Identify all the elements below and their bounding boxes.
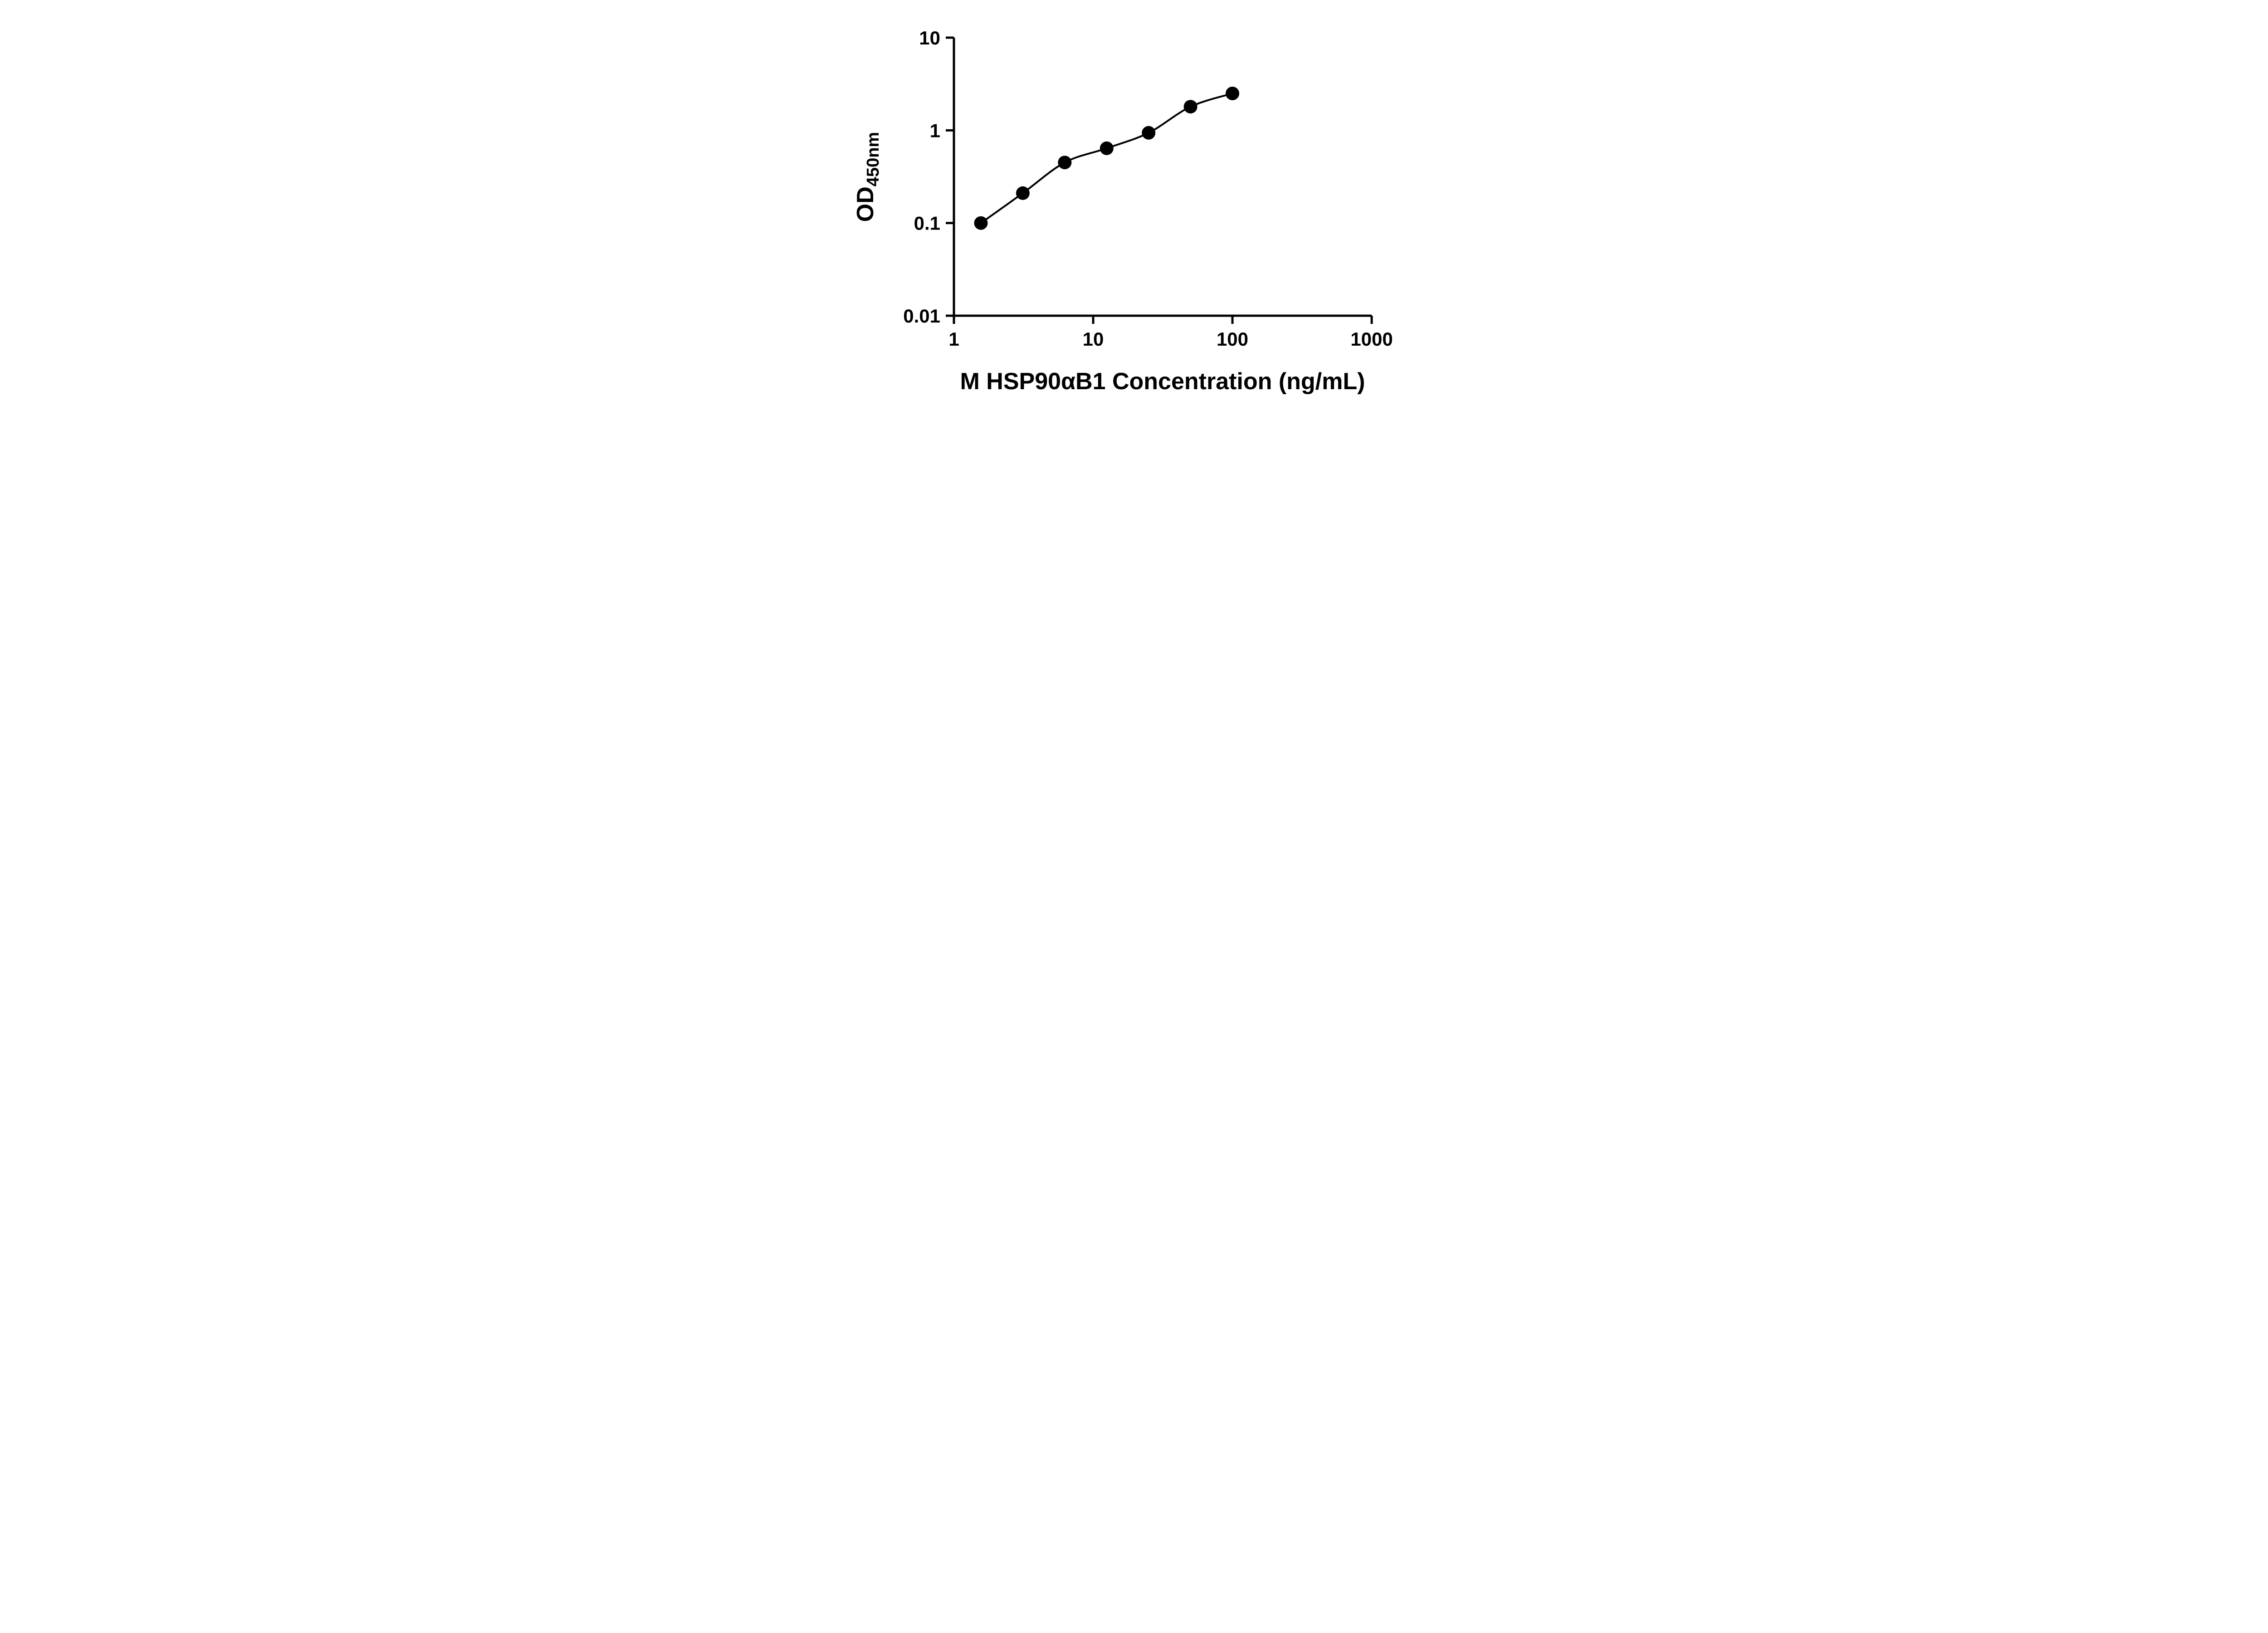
y-axis-title: OD450nm — [852, 132, 883, 222]
y-axis-title-main: OD — [852, 186, 879, 222]
data-point — [1016, 186, 1030, 200]
x-tick-label: 1 — [948, 328, 959, 350]
data-point — [1142, 126, 1156, 140]
data-layer — [974, 87, 1239, 230]
x-tick-label: 10 — [1083, 328, 1104, 350]
x-tick-label: 100 — [1217, 328, 1248, 350]
axes-layer: 1 10 100 1000 0.01 0.1 1 10 — [903, 27, 1393, 350]
x-tick-label: 1000 — [1350, 328, 1393, 350]
elisa-standard-curve-figure: 1 10 100 1000 0.01 0.1 1 10 M HSP90αB1 Concentr… — [842, 0, 1426, 408]
data-point — [1100, 141, 1114, 155]
data-point — [1183, 100, 1198, 114]
x-axis-title: M HSP90αB1 Concentration (ng/mL) — [960, 368, 1365, 395]
y-tick-label: 10 — [919, 27, 940, 49]
axes-frame — [953, 38, 1372, 317]
data-point — [974, 216, 988, 230]
y-tick-label: 0.1 — [914, 213, 940, 234]
data-point — [1226, 87, 1239, 100]
y-tick-label: 0.01 — [903, 305, 940, 327]
y-tick-label: 1 — [930, 120, 940, 141]
data-point — [1058, 156, 1072, 170]
fit-curve — [980, 93, 1233, 224]
y-axis-title-sub: 450nm — [864, 132, 883, 186]
standard-curve-chart: 1 10 100 1000 0.01 0.1 1 10 M HSP90αB1 Concentr… — [852, 27, 1393, 395]
